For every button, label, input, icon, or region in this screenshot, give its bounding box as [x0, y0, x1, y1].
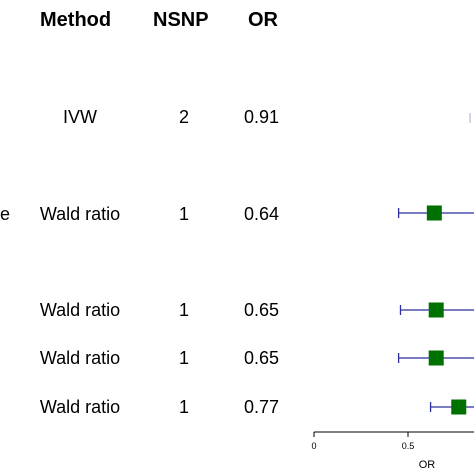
row-3-or: 0.65 — [244, 300, 280, 320]
header-method: Method — [40, 9, 112, 31]
x-tick-label-1: 0.5 — [402, 441, 415, 451]
row-3-method: Wald ratio — [39, 300, 121, 320]
row-1-method: IVW — [63, 107, 97, 127]
header-nsnp: NSNP — [153, 9, 209, 31]
row-2-method: Wald ratio — [39, 204, 121, 224]
row-3-estimate-marker — [428, 302, 444, 318]
row-4-nsnp: 1 — [178, 348, 189, 368]
row-4-method: Wald ratio — [39, 348, 121, 368]
row-5-method: Wald ratio — [39, 397, 121, 417]
x-tick-label-0: 0 — [311, 441, 316, 451]
row-2-left-fragment: e — [0, 204, 11, 224]
row-2-nsnp: 1 — [178, 204, 189, 224]
row-2-or: 0.64 — [244, 204, 280, 224]
row-2-estimate-marker — [426, 205, 442, 221]
row-5-estimate-marker — [451, 399, 467, 415]
x-axis-title: OR — [419, 459, 436, 471]
row-1-nsnp: 2 — [178, 107, 189, 127]
row-4-estimate-marker — [428, 350, 444, 366]
row-4-or: 0.65 — [244, 348, 280, 368]
row-1-or: 0.91 — [244, 107, 280, 127]
row-3-nsnp: 1 — [178, 300, 189, 320]
row-5-nsnp: 1 — [178, 397, 189, 417]
header-or: OR — [248, 9, 278, 31]
row-5-or: 0.77 — [244, 397, 280, 417]
